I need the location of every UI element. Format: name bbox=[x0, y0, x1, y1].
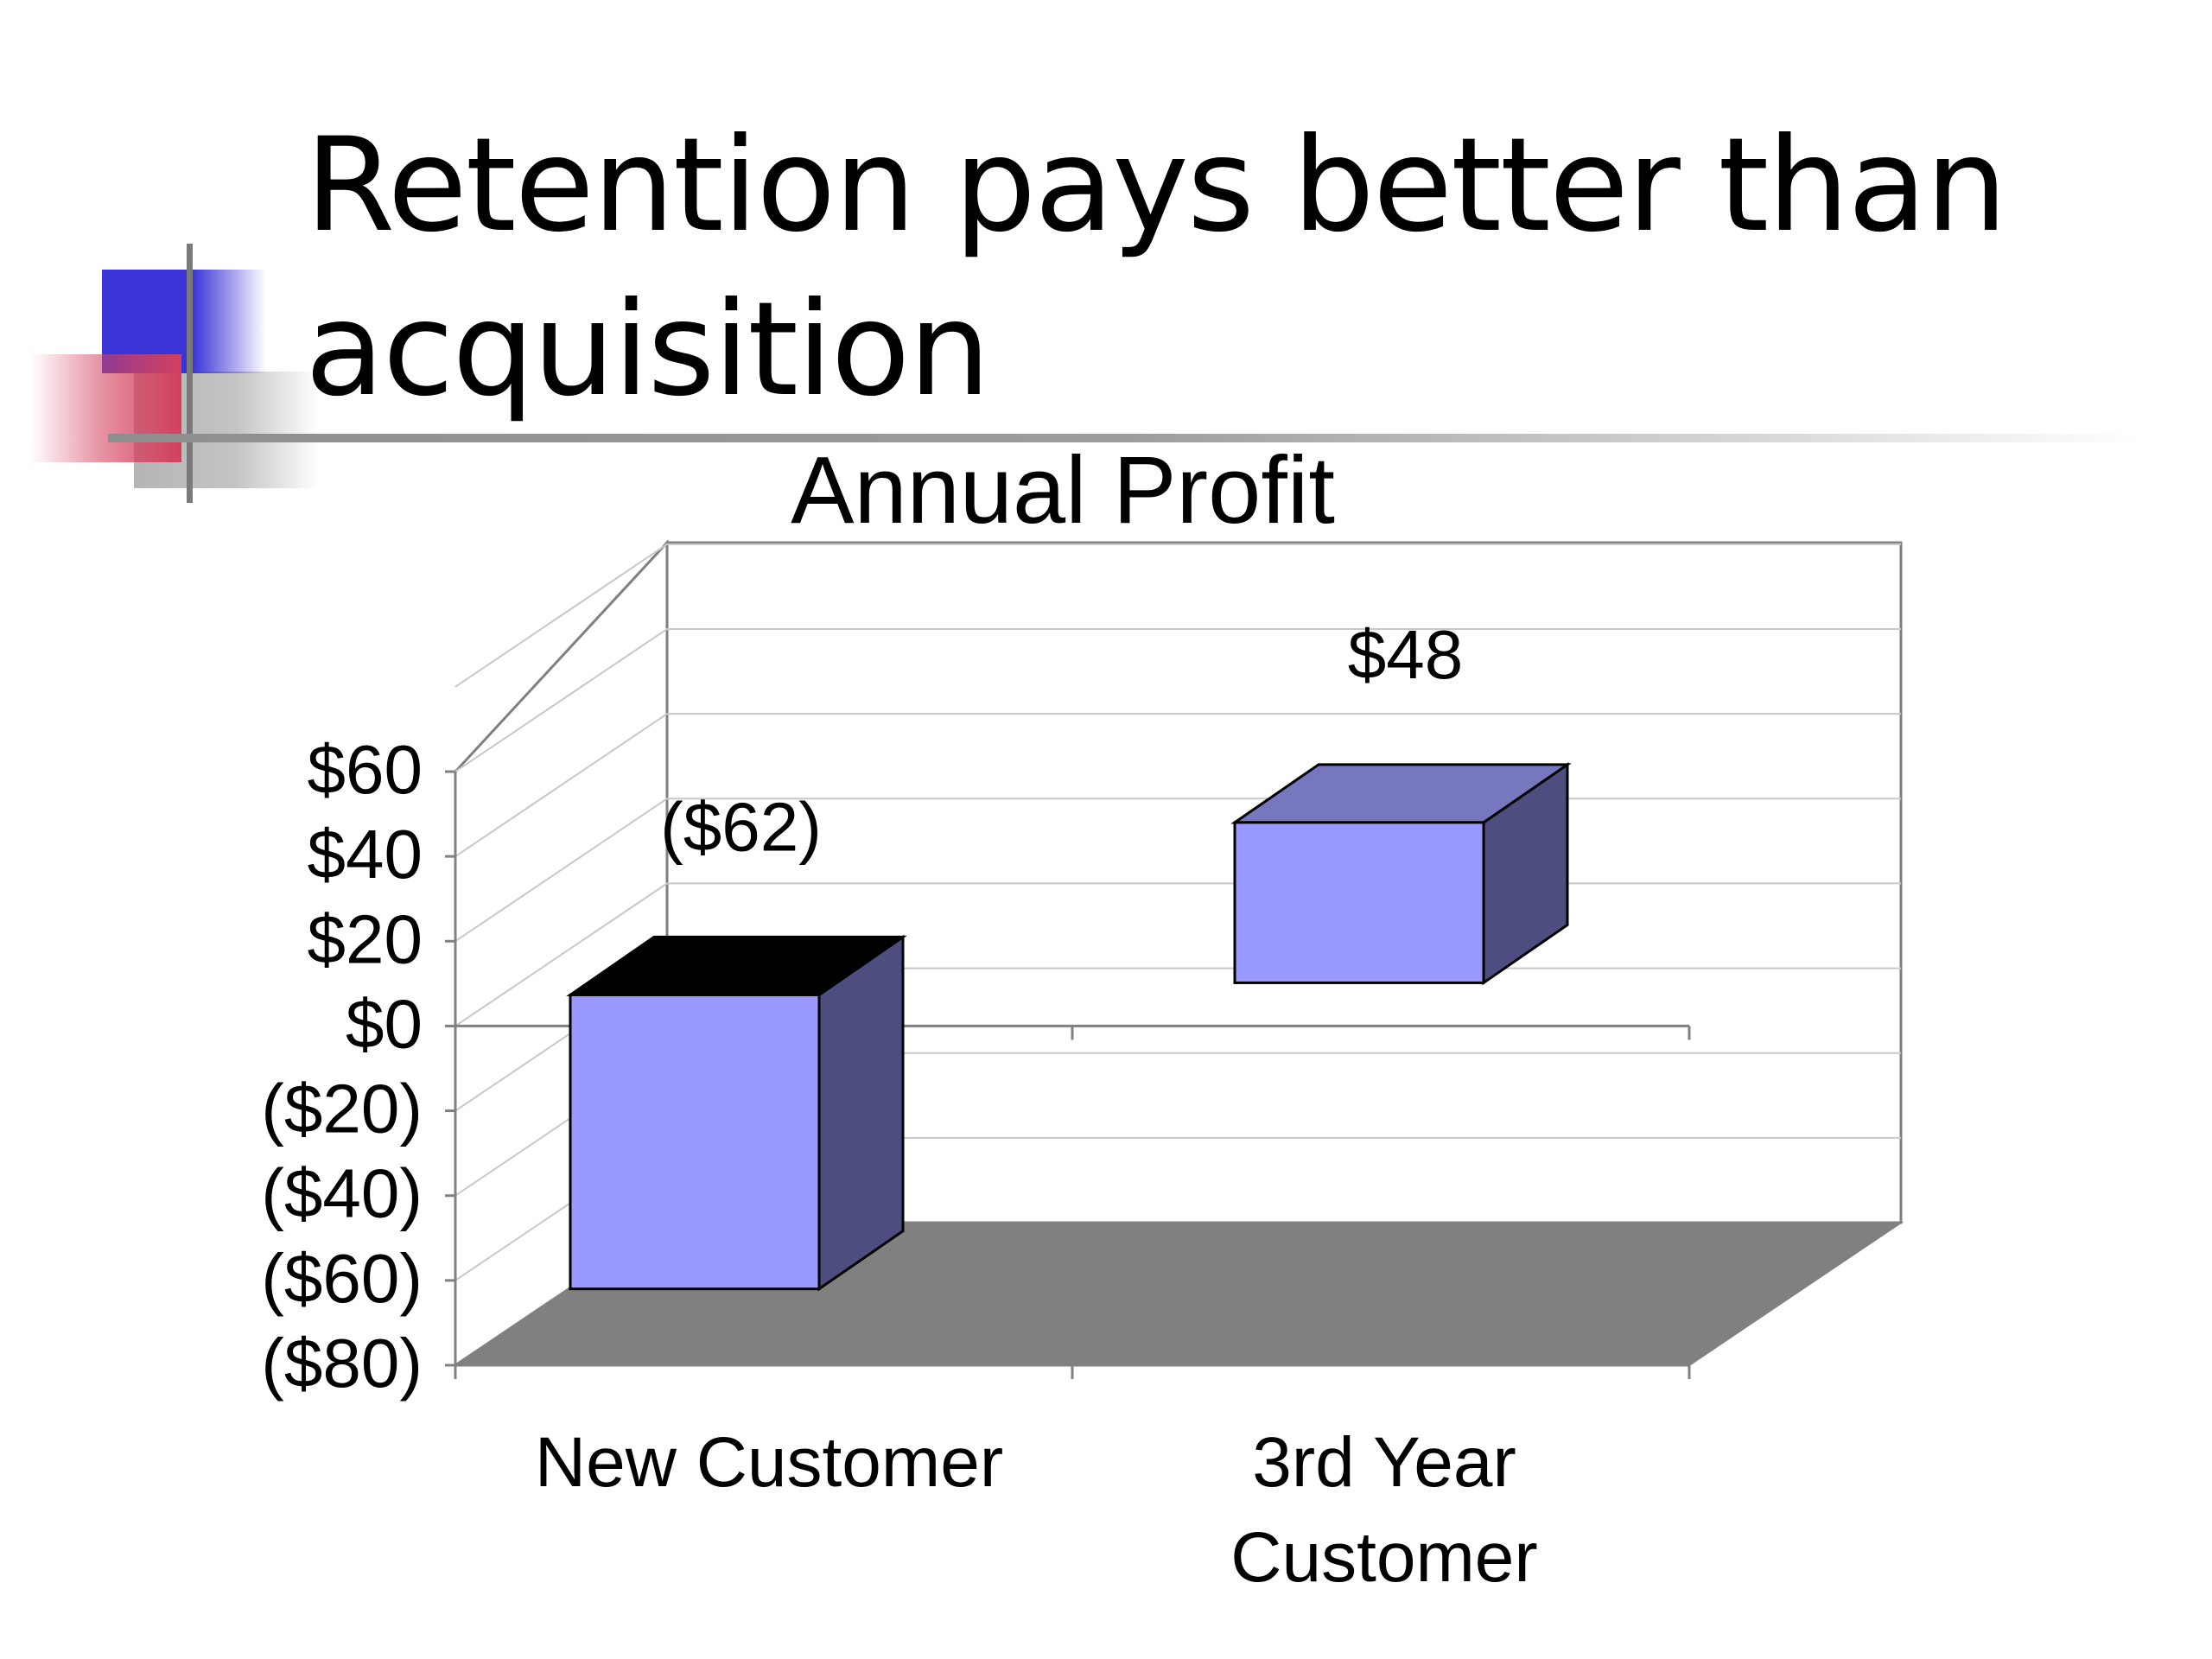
y-tick-label: ($20) bbox=[261, 1071, 423, 1147]
gridline bbox=[454, 628, 1901, 772]
data-label: ($62) bbox=[660, 788, 822, 865]
x-tick-label: New Customer bbox=[535, 1423, 1003, 1502]
y-tick-label: $40 bbox=[308, 816, 423, 893]
slide-title: Retention pays better than acquisition bbox=[305, 104, 2033, 432]
decor-vertical-line bbox=[187, 244, 193, 503]
data-label: $48 bbox=[1348, 616, 1463, 693]
y-tick-label: $60 bbox=[308, 731, 423, 808]
gridline bbox=[454, 543, 1901, 688]
y-tick-label: $0 bbox=[346, 985, 423, 1062]
y-tick-label: ($60) bbox=[261, 1240, 423, 1317]
decor-pink-square bbox=[30, 354, 181, 462]
slide-title-line1: Retention pays better than bbox=[305, 111, 2007, 261]
y-tick-label: $20 bbox=[308, 900, 423, 977]
y-tick-label: ($40) bbox=[261, 1155, 423, 1232]
title-underline bbox=[108, 434, 2139, 442]
x-tick-label: 3rd Year bbox=[1252, 1423, 1516, 1502]
x-tick-label: Customer bbox=[1230, 1518, 1537, 1597]
chart-title: Annual Profit bbox=[791, 437, 1335, 543]
bar-side bbox=[817, 934, 905, 1292]
bar bbox=[569, 993, 821, 1291]
slide-title-line2: acquisition bbox=[305, 275, 991, 425]
y-tick-label: ($80) bbox=[261, 1325, 423, 1402]
bar bbox=[1233, 821, 1485, 984]
gridline bbox=[454, 713, 1901, 857]
chart-body: $60 $40$20 $0 ($20) ($40) ($60) ($80) ($62) $48 N… bbox=[261, 539, 1904, 1597]
